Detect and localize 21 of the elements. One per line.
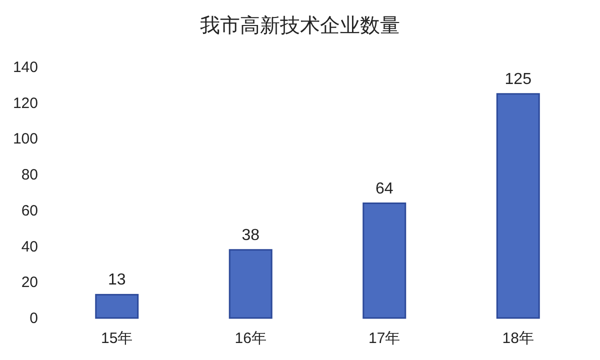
x-tick-label: 17年 — [368, 330, 400, 347]
y-tick-label: 120 — [12, 94, 38, 112]
y-tick-label: 20 — [21, 274, 38, 292]
y-tick-label: 140 — [12, 59, 38, 76]
chart-title: 我市高新技术企业数量 — [200, 14, 400, 37]
y-tick-label: 0 — [30, 310, 38, 327]
x-tick-label: 16年 — [234, 330, 266, 347]
bar — [95, 294, 139, 319]
x-tick-label: 15年 — [101, 330, 133, 347]
data-label: 125 — [504, 70, 532, 88]
data-label: 38 — [242, 226, 260, 244]
y-tick-label: 60 — [21, 202, 38, 220]
y-tick-label: 40 — [21, 238, 38, 256]
y-tick-label: 100 — [12, 130, 38, 148]
bar — [228, 249, 272, 319]
bar — [496, 93, 540, 319]
data-label: 64 — [375, 180, 394, 198]
y-tick-label: 80 — [21, 166, 38, 184]
data-label: 13 — [108, 272, 126, 289]
x-tick-label: 18年 — [502, 330, 534, 347]
bar — [362, 202, 406, 319]
